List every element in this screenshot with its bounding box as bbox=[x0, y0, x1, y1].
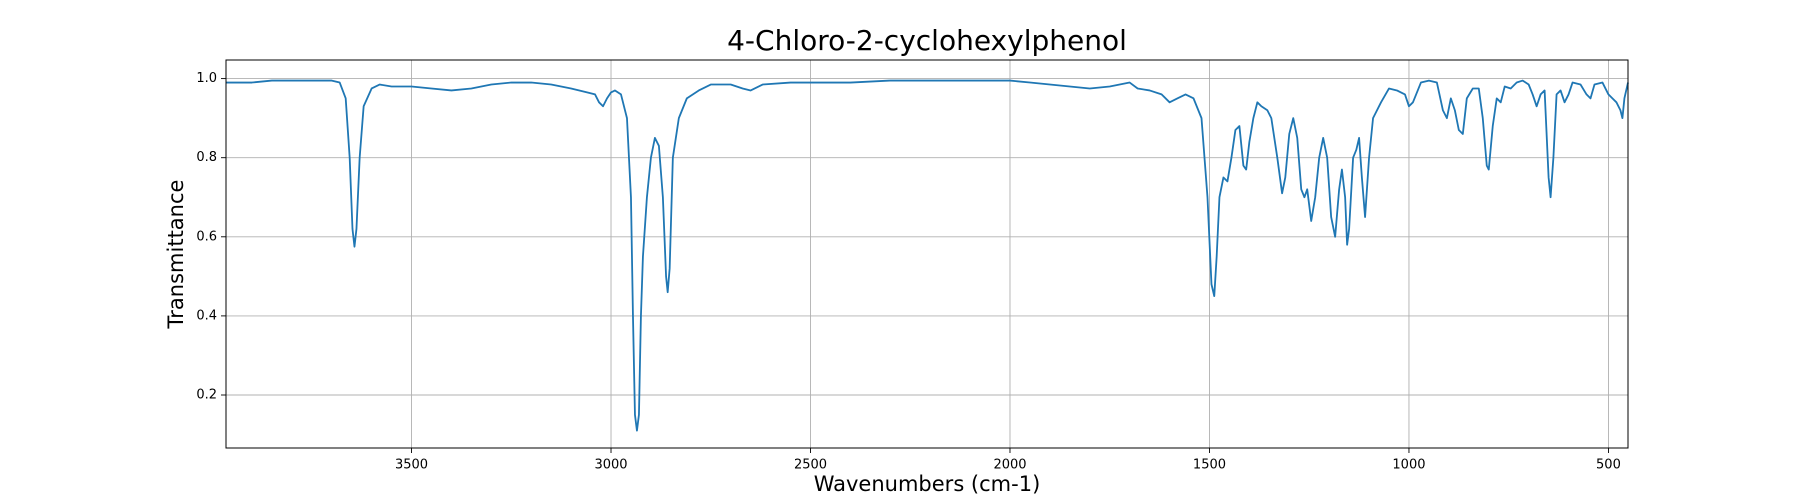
x-tick-label: 1500 bbox=[1193, 458, 1226, 473]
chart-title: 4-Chloro-2-cyclohexylphenol bbox=[727, 24, 1127, 57]
x-axis-label: Wavenumbers (cm-1) bbox=[814, 472, 1041, 496]
x-tick-label: 500 bbox=[1596, 458, 1621, 473]
x-tick-label: 2000 bbox=[993, 458, 1026, 473]
y-tick-label: 0.4 bbox=[196, 308, 217, 323]
spectrum-line bbox=[226, 79, 1629, 432]
y-tick-label: 0.8 bbox=[196, 150, 217, 165]
y-tick-label: 1.0 bbox=[196, 71, 217, 86]
x-tick-label: 1000 bbox=[1392, 458, 1425, 473]
y-axis-label: Transmittance bbox=[164, 180, 188, 330]
x-tick-label: 3000 bbox=[594, 458, 627, 473]
x-tick-label: 2500 bbox=[794, 458, 827, 473]
x-tick-label: 3500 bbox=[395, 458, 428, 473]
y-tick-label: 0.6 bbox=[196, 229, 217, 244]
plot-frame bbox=[225, 59, 1629, 449]
y-tick-label: 0.2 bbox=[196, 388, 217, 403]
